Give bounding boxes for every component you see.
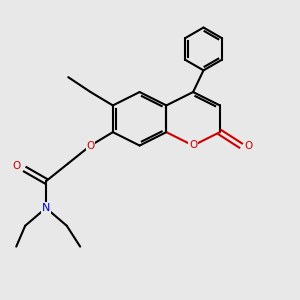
Text: O: O — [86, 140, 95, 151]
Text: O: O — [12, 161, 20, 171]
Text: O: O — [189, 140, 197, 150]
Text: O: O — [245, 140, 253, 151]
Text: N: N — [42, 203, 50, 213]
